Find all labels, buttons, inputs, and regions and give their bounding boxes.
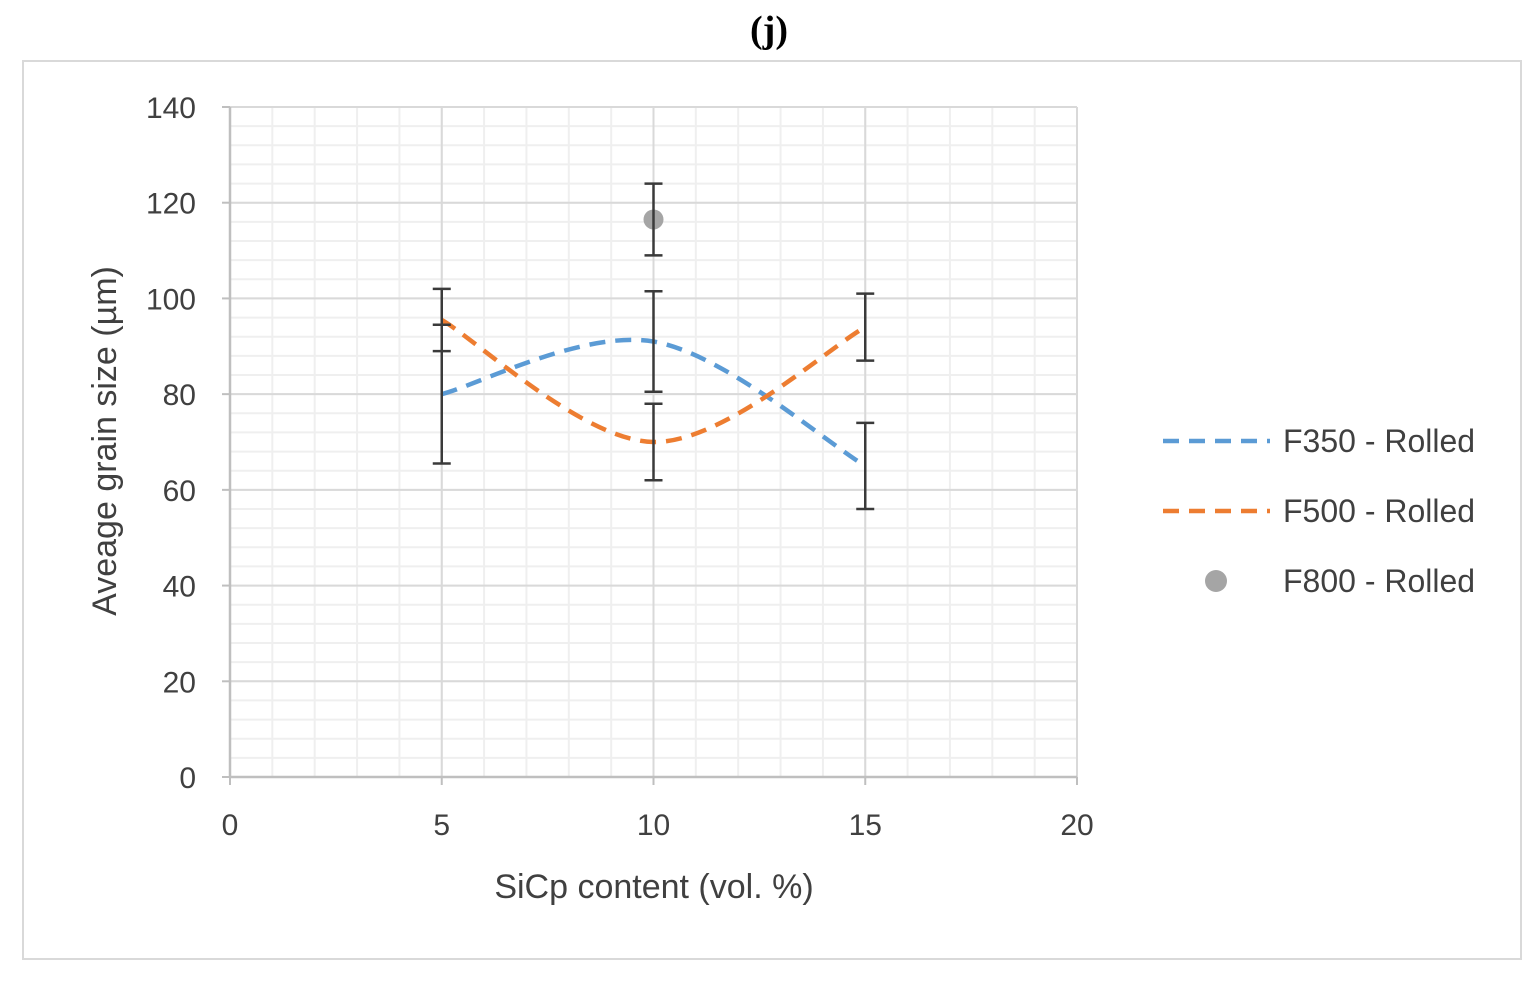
legend-label: F500 - Rolled [1283, 493, 1475, 529]
x-axis-title: SiCp content (vol. %) [494, 868, 813, 906]
error-bars [432, 182, 875, 511]
y-tick-label: 60 [163, 475, 196, 508]
x-tick-label: 0 [222, 809, 239, 842]
y-tick-label: 80 [163, 379, 196, 412]
legend-label: F800 - Rolled [1283, 563, 1475, 599]
axes [222, 106, 1078, 785]
x-tick-label: 10 [637, 809, 670, 842]
x-tick-label: 15 [849, 809, 882, 842]
legend-marker [1205, 570, 1227, 592]
y-tick-label: 0 [179, 762, 196, 795]
legend: F350 - Rolled F500 - Rolled F800 - Rolled [1163, 423, 1475, 599]
x-tick-label: 20 [1060, 809, 1093, 842]
y-axis-title: Aveage grain size (µm) [86, 266, 124, 616]
tick-labels: 0 5 10 15 20 0 20 40 60 80 100 120 140 [146, 92, 1094, 842]
panel-label: (j) [750, 9, 788, 51]
y-tick-label: 40 [163, 571, 196, 604]
y-tick-label: 140 [146, 92, 196, 125]
y-tick-label: 120 [146, 188, 196, 221]
x-tick-label: 5 [433, 809, 450, 842]
y-tick-label: 100 [146, 283, 196, 316]
y-tick-label: 20 [163, 666, 196, 699]
legend-label: F350 - Rolled [1283, 423, 1475, 459]
